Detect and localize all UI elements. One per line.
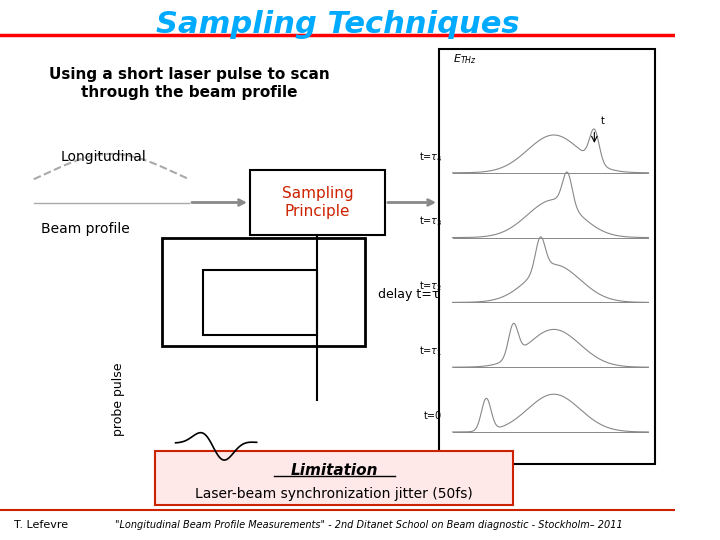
Text: t=$\tau_2$: t=$\tau_2$ (419, 279, 442, 293)
Text: Longitudinal: Longitudinal (60, 150, 147, 164)
Text: t=$\tau_1$: t=$\tau_1$ (419, 344, 442, 358)
Text: t=$\tau_4$: t=$\tau_4$ (418, 150, 442, 164)
Bar (202, 270, 318, 335)
Text: "Longitudinal Beam Profile Measurements" - 2nd Ditanet School on Beam diagnostic: "Longitudinal Beam Profile Measurements"… (114, 521, 623, 530)
Text: Limitation: Limitation (291, 463, 378, 478)
Text: Beam profile: Beam profile (40, 222, 130, 237)
Text: T. Lefevre: T. Lefevre (14, 521, 68, 530)
Text: probe pulse: probe pulse (112, 363, 125, 436)
Bar (250, 170, 385, 235)
Text: Using a short laser pulse to scan
through the beam profile: Using a short laser pulse to scan throug… (49, 68, 330, 100)
Text: t=0: t=0 (424, 411, 442, 421)
Text: Sampling
Principle: Sampling Principle (282, 186, 354, 219)
Text: t=$\tau_3$: t=$\tau_3$ (419, 214, 442, 228)
Bar (439, 49, 655, 464)
Text: $E_{THz}$: $E_{THz}$ (452, 52, 477, 66)
Text: delay t=τ: delay t=τ (378, 288, 440, 301)
Bar (156, 451, 513, 505)
Text: Sampling Techniques: Sampling Techniques (156, 10, 519, 39)
Text: t: t (601, 116, 605, 126)
Bar (162, 238, 365, 346)
Text: Laser-beam synchronization jitter (50fs): Laser-beam synchronization jitter (50fs) (195, 487, 473, 501)
